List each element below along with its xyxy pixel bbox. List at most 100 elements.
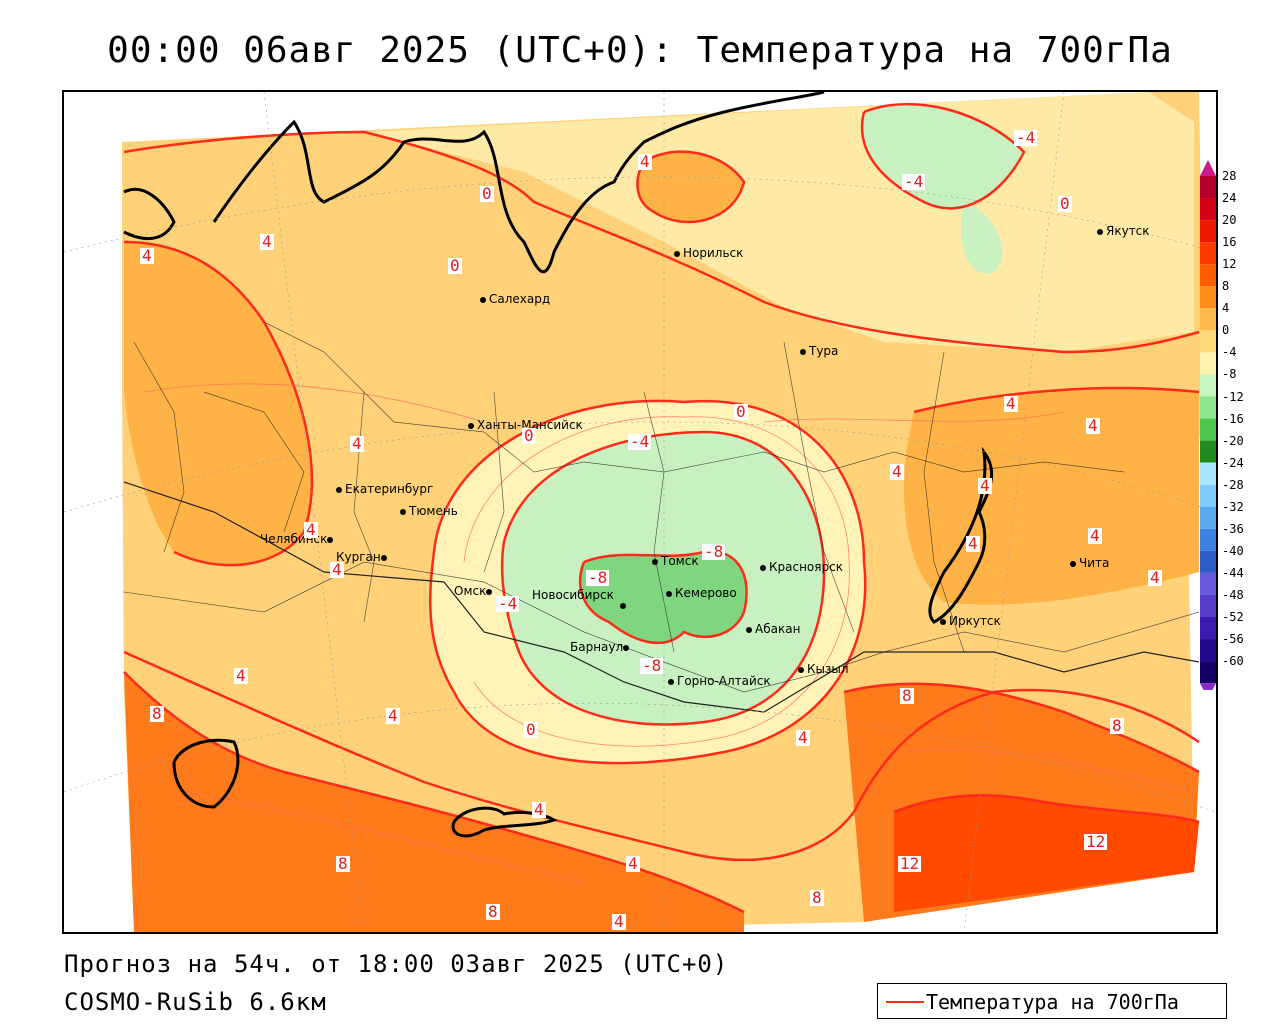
city-dot-icon: [746, 626, 752, 633]
contour-label: 4: [386, 706, 400, 725]
contour-label: 4: [796, 728, 810, 747]
city-dot-icon: [623, 644, 630, 651]
contour-label: 12: [1084, 832, 1108, 851]
contour-label: -4: [628, 432, 652, 451]
contour-label: 4: [626, 854, 640, 873]
contour-label: -8: [586, 568, 610, 587]
contour-label: 12: [898, 854, 922, 873]
city-label: Томск: [661, 554, 699, 568]
colorbar-level-label: -48: [1222, 587, 1244, 602]
city-norilsk: Норильск: [674, 246, 743, 260]
city-label: Курган: [336, 550, 381, 564]
isotherm-0-center: [428, 399, 867, 765]
city-tura: Тура: [800, 344, 838, 358]
zone-4-patch-north: [637, 151, 744, 222]
colorbar-level-label: -28: [1222, 477, 1244, 492]
contour-label: 4: [234, 666, 248, 685]
colorbar-bottom-arrow-icon: [1200, 683, 1216, 690]
legend-label: Температура на 700гПа: [926, 990, 1179, 1014]
contour-label: 8: [336, 854, 350, 873]
city-yakutsk: Якутск: [1097, 224, 1150, 238]
city-dot-icon: [1070, 560, 1076, 567]
lake-baikal: [928, 446, 994, 624]
contour-label: 8: [810, 888, 824, 907]
city-dot-icon: [668, 678, 674, 685]
isotherm-8-se: [843, 682, 1200, 774]
colorbar-swatch: [1200, 330, 1216, 353]
colorbar-swatch: [1200, 176, 1216, 199]
city-dot-icon: [400, 508, 406, 515]
city-gorno-altaysk: Горно-Алтайск: [668, 674, 771, 688]
colorbar-swatch: [1200, 528, 1216, 551]
city-salekhard: Салехард: [480, 292, 550, 306]
city-irkutsk: Иркутск: [940, 614, 1001, 628]
contour-label: 4: [612, 912, 626, 931]
isotherm-minus4-ne: [860, 102, 1026, 210]
contour-label: 4: [890, 462, 904, 481]
colorbar-top-arrow-icon: [1200, 160, 1216, 176]
contour-label: 4: [1088, 526, 1102, 545]
coastline: [212, 92, 825, 274]
aral-sea: [172, 738, 240, 809]
colorbar-level-label: -40: [1222, 543, 1244, 558]
contour-label: -8: [702, 542, 726, 561]
colorbar-level-label: 24: [1222, 191, 1237, 206]
city-dot-icon: [652, 558, 658, 565]
map-field: [64, 92, 1216, 932]
colorbar-level-label: -4: [1222, 345, 1237, 360]
contour-label: -4: [496, 594, 520, 613]
isotherm-12-se: [893, 794, 1200, 824]
contour-label: 0: [524, 720, 538, 739]
contour-label: -4: [1014, 128, 1038, 147]
city-dot-icon: [800, 348, 806, 355]
city-krasnoyarsk: Красноярск: [760, 560, 843, 574]
forecast-info: Прогноз на 54ч. от 18:00 03авг 2025 (UTC…: [64, 950, 729, 978]
colorbar-level-label: 4: [1222, 301, 1230, 316]
colorbar-level-label: 20: [1222, 213, 1237, 228]
colorbar-level-label: -8: [1222, 367, 1237, 382]
city-dot-icon: [486, 588, 493, 595]
colorbar-swatch: [1200, 396, 1216, 419]
city-chita: Чита: [1070, 556, 1109, 570]
city-label: Чита: [1079, 556, 1110, 570]
isotherm-thin-lines: [143, 383, 1195, 883]
city-label: Красноярск: [769, 560, 843, 574]
colorbar-swatch: [1200, 661, 1216, 684]
city-novosibirsk-dot: [620, 598, 629, 612]
contour-label: 0: [480, 184, 494, 203]
colorbar-swatch: [1200, 594, 1216, 617]
isotherm-4-norilsk: [636, 150, 746, 224]
city-tomsk: Томск: [652, 554, 699, 568]
city-khanty-mansiysk: Ханты-Мансийск: [468, 418, 583, 432]
city-label: Ханты-Мансийск: [477, 418, 583, 432]
city-chelyabinsk: Челябинск: [260, 532, 336, 546]
contour-label: -8: [640, 656, 664, 675]
colorbar-level-label: 28: [1222, 169, 1237, 183]
country-border: [123, 481, 1200, 713]
contour-label: 4: [638, 152, 652, 171]
colorbar-swatch: [1200, 639, 1216, 662]
colorbar-level-label: -16: [1222, 411, 1244, 426]
contour-label: 4: [330, 560, 344, 579]
colorbar-swatch: [1200, 550, 1216, 573]
contour-label: -4: [902, 172, 926, 191]
city-abakan: Абакан: [746, 622, 800, 636]
contour-label: 4: [966, 534, 980, 553]
legend: Температура на 700гПа: [877, 983, 1227, 1019]
colorbar-swatch: [1200, 462, 1216, 485]
contour-label: 4: [260, 232, 274, 251]
city-dot-icon: [468, 422, 474, 429]
legend-line-icon: [886, 1001, 924, 1003]
city-label: Иркутск: [949, 614, 1001, 628]
contour-label: 4: [1086, 416, 1100, 435]
colorbar-swatch: [1200, 617, 1216, 640]
colorbar-swatch: [1200, 484, 1216, 507]
lake-balkhash: [451, 806, 558, 838]
city-dot-icon: [798, 666, 804, 673]
city-novosibirsk: Новосибирск: [532, 588, 614, 602]
colorbar-level-label: -36: [1222, 521, 1244, 536]
city-dot-icon: [1097, 228, 1103, 235]
city-label: Салехард: [489, 292, 551, 306]
contour-label: 4: [1004, 394, 1018, 413]
zone-minus8: [580, 551, 747, 643]
